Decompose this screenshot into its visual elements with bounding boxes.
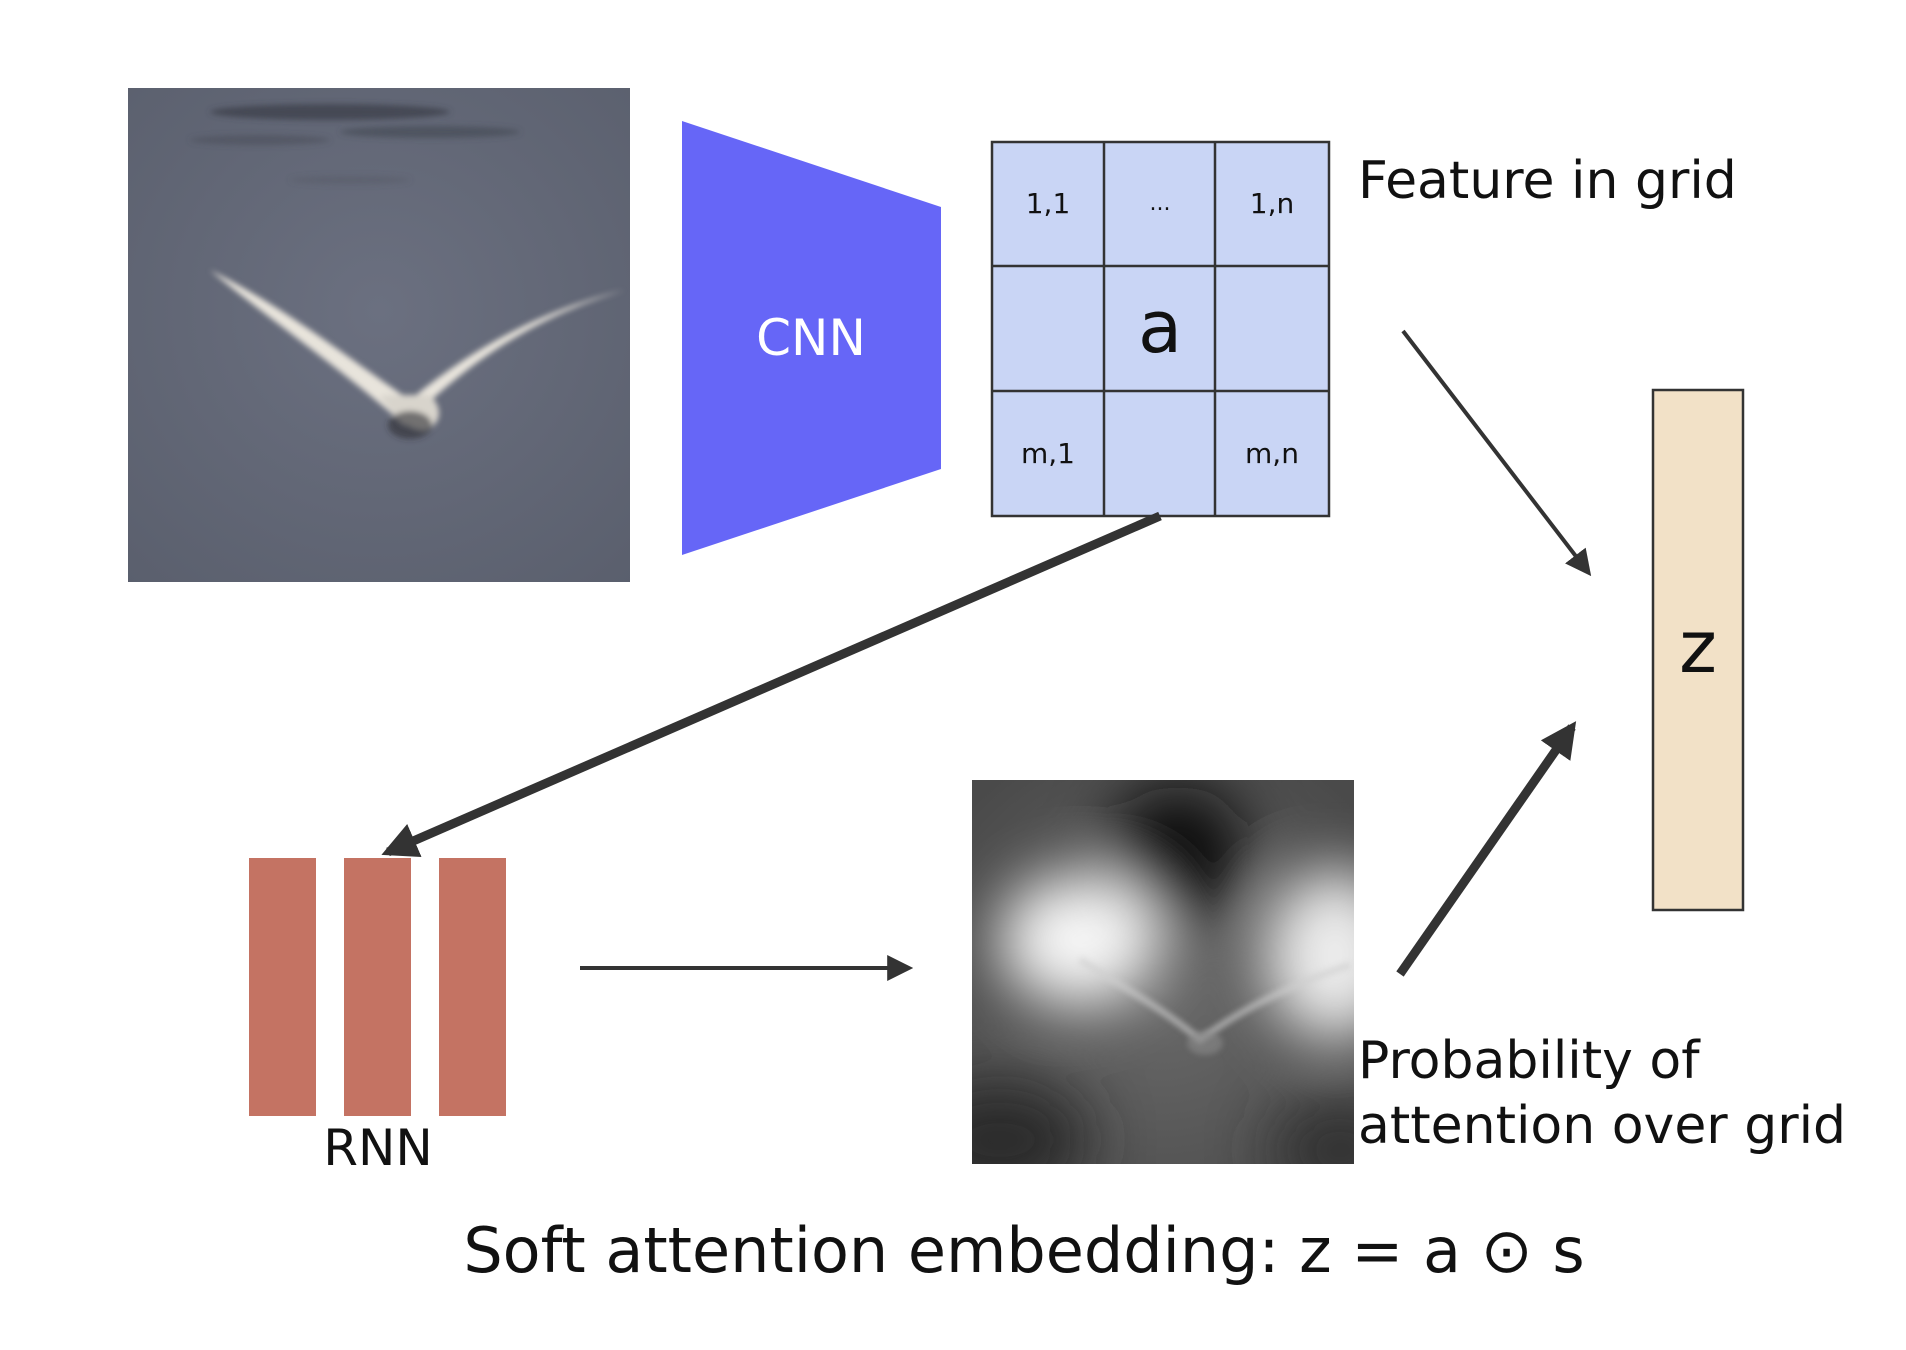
arrow-grid-to-z (1401, 329, 1592, 577)
attention-caption-line1: Probability of (1358, 1031, 1701, 1091)
rnn-block: RNN (249, 858, 506, 1177)
arrow-grid-to-rnn (381, 511, 1162, 858)
rnn-bar-3 (439, 858, 506, 1116)
rnn-bar-2 (344, 858, 411, 1116)
cnn-block: CNN (682, 121, 941, 555)
input-bird-photo (128, 88, 630, 582)
arrow-attention-to-z (1396, 721, 1577, 977)
z-label: z (1679, 605, 1717, 689)
rnn-bar-1 (249, 858, 316, 1116)
grid-cell-1-n: 1,n (1250, 187, 1294, 220)
grid-cell-m-n: m,n (1245, 437, 1299, 470)
z-vector: z (1651, 388, 1745, 912)
grid-cell-1-mid: ... (1150, 191, 1171, 216)
grid-cell-1-1: 1,1 (1026, 187, 1071, 220)
attention-caption-line2: attention over grid (1358, 1096, 1846, 1156)
cnn-label: CNN (756, 309, 866, 367)
attention-map (972, 780, 1354, 1164)
rnn-label: RNN (323, 1119, 433, 1177)
footer-formula: Soft attention embedding: z = a ⊙ s (463, 1214, 1584, 1287)
feature-grid: 1,1 ... 1,n a m,1 m,n (990, 140, 1331, 518)
grid-cell-center-a: a (1138, 285, 1182, 369)
feature-grid-caption: Feature in grid (1358, 151, 1737, 211)
grid-cell-m-1: m,1 (1021, 437, 1075, 470)
